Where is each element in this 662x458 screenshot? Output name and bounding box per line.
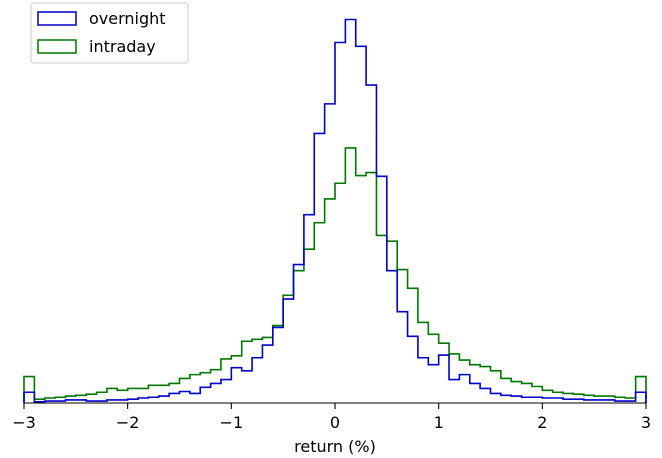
- series-layer: [23, 18, 647, 403]
- x-tick-label: 0: [330, 413, 340, 432]
- series-intraday: [23, 147, 647, 403]
- x-tick-label: −1: [220, 413, 244, 432]
- legend-swatch-overnight: [37, 11, 77, 26]
- x-tick-label: 3: [641, 413, 651, 432]
- x-axis-ticks: −3 −2 −1 0 1 2 3: [12, 403, 651, 432]
- legend-label-overnight: overnight: [89, 9, 166, 28]
- legend-frame: [30, 2, 189, 64]
- legend-label-intraday: intraday: [89, 37, 156, 56]
- legend-swatch-intraday: [37, 39, 77, 54]
- x-axis-label: return (%): [294, 437, 376, 456]
- x-tick-label: 2: [537, 413, 547, 432]
- x-tick-label: −3: [12, 413, 36, 432]
- x-tick-label: −2: [116, 413, 140, 432]
- series-overnight: [23, 18, 647, 403]
- legend: overnight intraday: [30, 2, 189, 64]
- x-tick-label: 1: [434, 413, 444, 432]
